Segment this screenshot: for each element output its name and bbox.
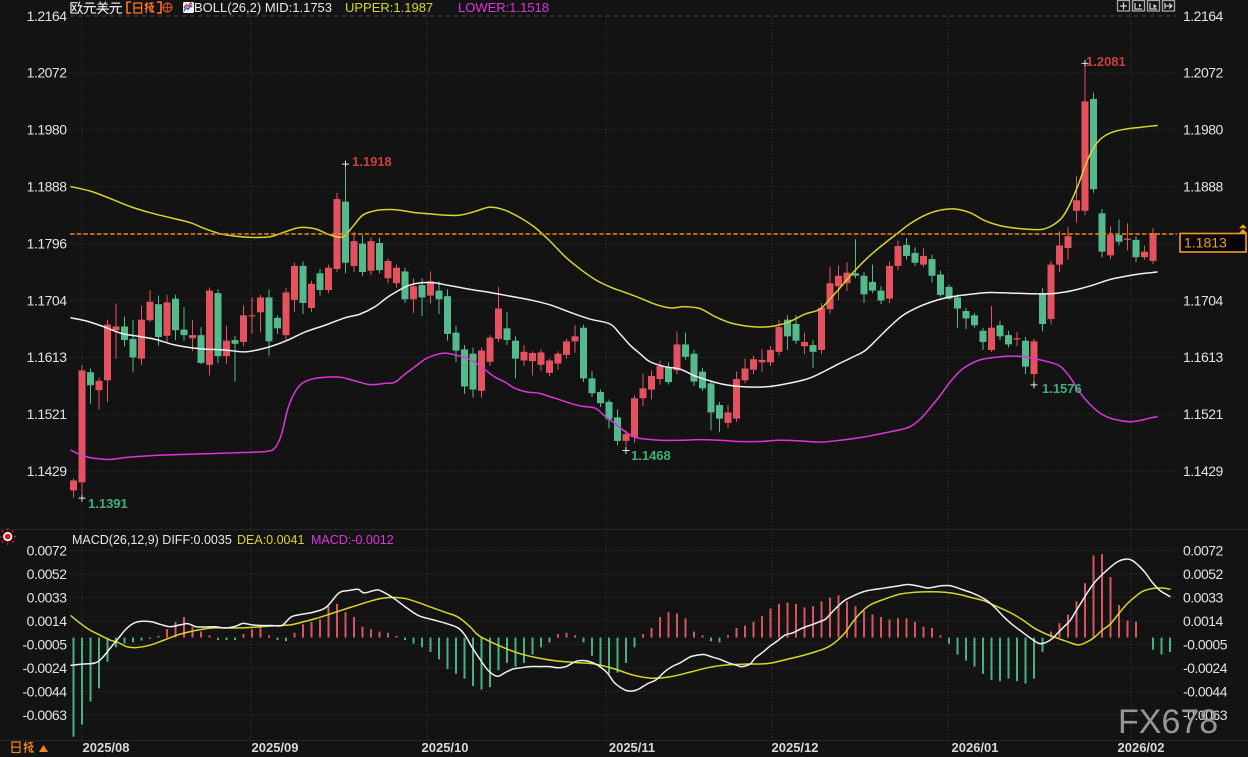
svg-text:1.1468: 1.1468 — [631, 448, 671, 463]
svg-text:0.0052: 0.0052 — [27, 566, 68, 582]
svg-text:2025/12: 2025/12 — [772, 740, 819, 755]
svg-text:FX678: FX678 — [1118, 703, 1218, 741]
svg-text:1.1980: 1.1980 — [27, 122, 68, 138]
svg-text:1.1429: 1.1429 — [27, 463, 68, 479]
svg-text:0.0072: 0.0072 — [27, 542, 68, 558]
svg-text:1.2164: 1.2164 — [27, 8, 68, 24]
svg-text:2025/08: 2025/08 — [83, 740, 130, 755]
svg-text:-0.0024: -0.0024 — [1183, 660, 1228, 676]
svg-text:1.1576: 1.1576 — [1042, 381, 1082, 396]
svg-text:0.0052: 0.0052 — [1183, 566, 1224, 582]
svg-text:1.2164: 1.2164 — [1183, 8, 1224, 24]
svg-text:1.2072: 1.2072 — [27, 65, 68, 81]
svg-text:UPPER:1.1987: UPPER:1.1987 — [345, 0, 433, 15]
svg-text:1.1521: 1.1521 — [27, 406, 68, 422]
svg-text:2025/10: 2025/10 — [422, 740, 469, 755]
svg-text:2025/11: 2025/11 — [609, 740, 655, 755]
svg-text:DEA:0.0041: DEA:0.0041 — [237, 533, 304, 547]
svg-text:-0.0063: -0.0063 — [23, 707, 68, 723]
svg-text:1.1704: 1.1704 — [27, 292, 68, 308]
svg-text:2026/01: 2026/01 — [952, 740, 999, 755]
svg-text:0.0033: 0.0033 — [27, 589, 68, 605]
svg-text:1.1521: 1.1521 — [1183, 406, 1224, 422]
svg-text:2026/02: 2026/02 — [1118, 740, 1165, 755]
svg-text:0.0014: 0.0014 — [27, 613, 68, 629]
svg-text:BOLL(26,2) MID:1.1753: BOLL(26,2) MID:1.1753 — [194, 0, 332, 15]
svg-text:1.1980: 1.1980 — [1183, 122, 1224, 138]
svg-text:1.2072: 1.2072 — [1183, 65, 1224, 81]
svg-text:0.0014: 0.0014 — [1183, 613, 1224, 629]
svg-text:-0.0024: -0.0024 — [23, 660, 68, 676]
svg-text:-0.0044: -0.0044 — [23, 683, 68, 699]
svg-text:1.1888: 1.1888 — [27, 179, 68, 195]
svg-text:0.0072: 0.0072 — [1183, 542, 1224, 558]
svg-text:1.2081: 1.2081 — [1086, 54, 1126, 69]
svg-text:1.1704: 1.1704 — [1183, 292, 1224, 308]
svg-text:1.1918: 1.1918 — [352, 154, 392, 169]
svg-text:LOWER:1.1518: LOWER:1.1518 — [458, 0, 549, 15]
svg-text:-0.0005: -0.0005 — [23, 636, 68, 652]
svg-text:1.1391: 1.1391 — [88, 496, 128, 511]
svg-text:0.0033: 0.0033 — [1183, 589, 1224, 605]
svg-text:1.1613: 1.1613 — [27, 349, 68, 365]
svg-text:MACD(26,12,9) DIFF:0.0035: MACD(26,12,9) DIFF:0.0035 — [72, 533, 232, 547]
svg-text:1.1429: 1.1429 — [1183, 463, 1224, 479]
svg-text:1.1888: 1.1888 — [1183, 179, 1224, 195]
svg-text:1.1796: 1.1796 — [27, 235, 68, 251]
svg-text:1.1813: 1.1813 — [1184, 235, 1227, 251]
svg-text:2025/09: 2025/09 — [252, 740, 299, 755]
svg-text:-0.0063: -0.0063 — [1183, 707, 1228, 723]
svg-text:-0.0005: -0.0005 — [1183, 636, 1228, 652]
svg-text:MACD:-0.0012: MACD:-0.0012 — [311, 533, 394, 547]
svg-text:1.1613: 1.1613 — [1183, 349, 1224, 365]
svg-text:-0.0044: -0.0044 — [1183, 683, 1228, 699]
